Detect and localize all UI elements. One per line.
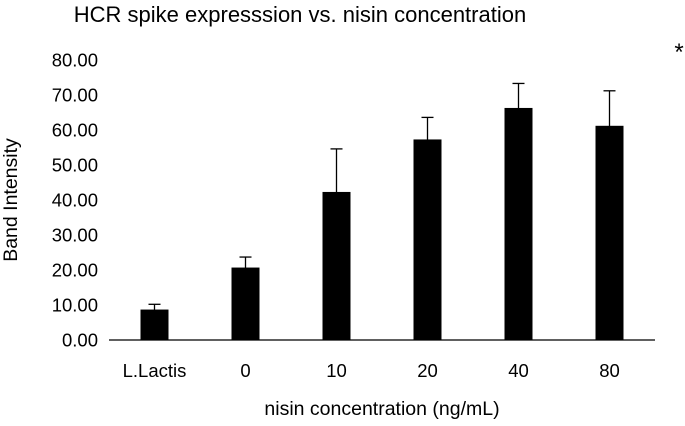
y-tick-label: 40.00 bbox=[52, 190, 98, 211]
error-bar bbox=[239, 256, 252, 279]
y-tick-label: 20.00 bbox=[52, 260, 98, 281]
y-tick-label: 0.00 bbox=[62, 330, 98, 351]
y-tick-label: 10.00 bbox=[52, 295, 98, 316]
x-tick-label: 0 bbox=[240, 360, 250, 381]
chart-title: HCR spike expresssion vs. nisin concentr… bbox=[74, 2, 526, 27]
y-tick-labels: 0.00 10.00 20.00 30.00 40.00 50.00 60.00 70.00 8… bbox=[52, 50, 98, 351]
x-tick-label: 40 bbox=[508, 360, 529, 381]
error-bar bbox=[603, 90, 616, 162]
error-bar bbox=[148, 303, 161, 316]
x-tick-label: 20 bbox=[417, 360, 438, 381]
error-bars bbox=[148, 82, 616, 316]
x-tick-label: L.Lactis bbox=[123, 360, 187, 381]
y-tick-label: 60.00 bbox=[52, 120, 98, 141]
x-tick-label: 80 bbox=[599, 360, 620, 381]
x-tick-label: 10 bbox=[326, 360, 347, 381]
bar bbox=[231, 267, 260, 340]
y-tick-label: 80.00 bbox=[52, 50, 98, 71]
y-tick-label: 30.00 bbox=[52, 225, 98, 246]
bar bbox=[595, 125, 624, 340]
x-axis-title: nisin concentration (ng/mL) bbox=[264, 398, 499, 420]
significance-annotation: * bbox=[674, 39, 683, 66]
error-bar bbox=[421, 116, 434, 163]
y-tick-label: 70.00 bbox=[52, 85, 98, 106]
bars bbox=[140, 107, 624, 340]
error-bar bbox=[330, 148, 343, 236]
bar bbox=[413, 139, 442, 340]
y-tick-label: 50.00 bbox=[52, 155, 98, 176]
y-axis-title: Band Intensity bbox=[0, 138, 22, 262]
error-bar bbox=[512, 82, 525, 134]
x-tick-labels: L.Lactis 0 10 20 40 80 bbox=[123, 360, 620, 381]
bar bbox=[504, 107, 533, 340]
